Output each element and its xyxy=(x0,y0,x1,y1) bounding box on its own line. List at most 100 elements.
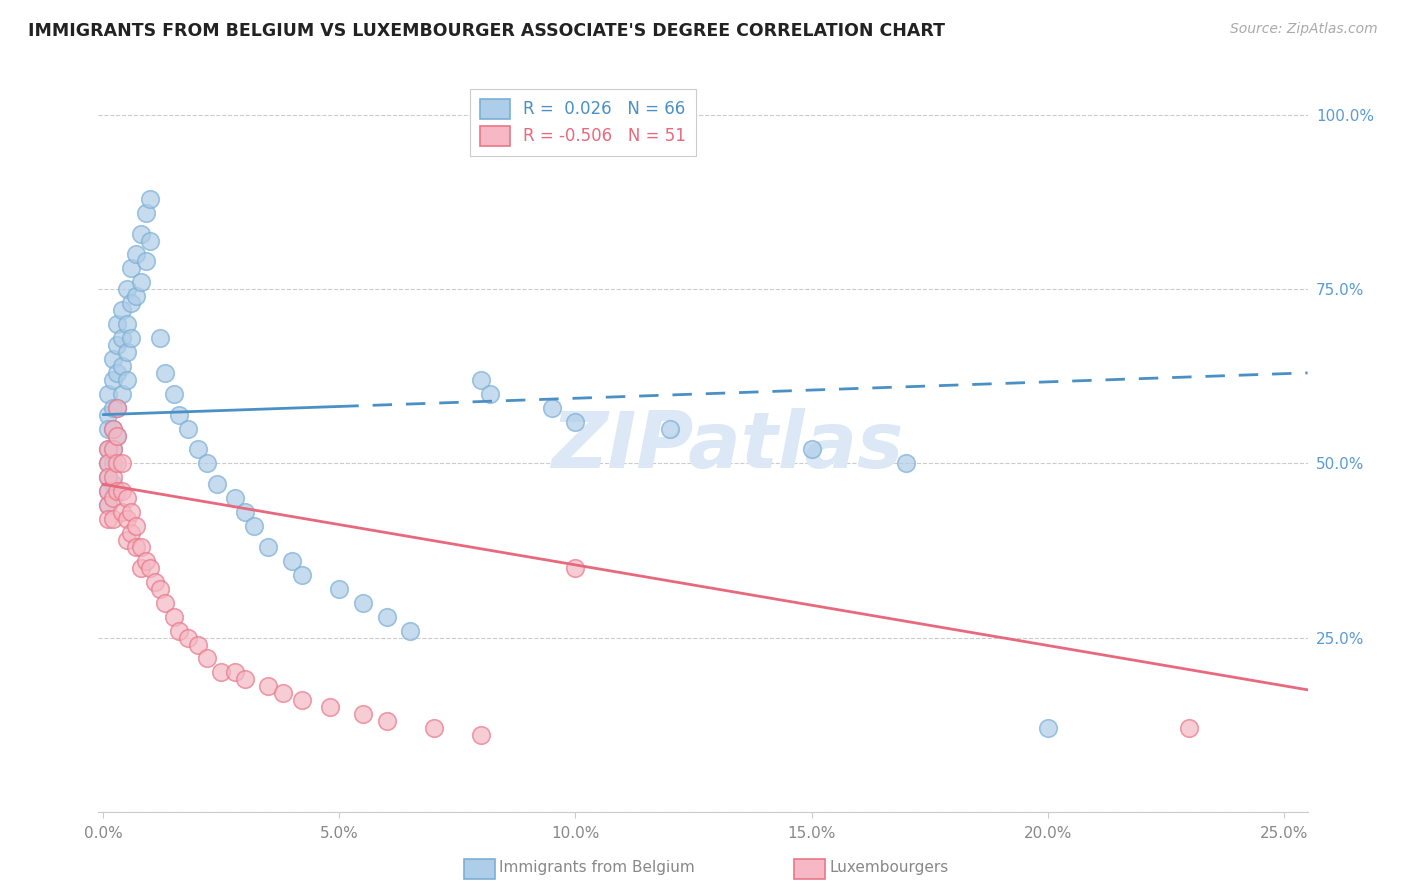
Point xyxy=(105,428,128,442)
Point xyxy=(375,714,398,728)
Text: Luxembourgers: Luxembourgers xyxy=(830,860,949,874)
Point xyxy=(281,554,304,568)
Point xyxy=(233,673,256,687)
Point xyxy=(101,442,124,457)
Point xyxy=(101,512,124,526)
Point xyxy=(658,421,681,435)
Point xyxy=(97,442,120,457)
Point xyxy=(423,721,446,735)
Point xyxy=(121,296,143,310)
Point xyxy=(129,275,152,289)
Point xyxy=(224,665,246,680)
Point xyxy=(101,401,124,415)
Point xyxy=(97,470,120,484)
Point xyxy=(540,401,562,415)
Point xyxy=(111,331,134,345)
Point xyxy=(257,679,280,693)
Point xyxy=(125,289,148,303)
Point xyxy=(564,415,586,429)
Point xyxy=(115,345,138,359)
Point xyxy=(187,442,209,457)
Point xyxy=(115,533,138,547)
Point xyxy=(290,567,312,582)
Point xyxy=(233,505,256,519)
Point xyxy=(115,317,138,331)
Point xyxy=(105,366,128,380)
Point xyxy=(97,408,120,422)
Point xyxy=(121,331,143,345)
Point xyxy=(101,442,124,457)
Point xyxy=(894,457,917,471)
Point xyxy=(399,624,422,638)
Point xyxy=(129,227,152,241)
Point xyxy=(105,401,128,415)
Point xyxy=(121,526,143,541)
Point xyxy=(97,470,120,484)
Point xyxy=(135,554,157,568)
Point xyxy=(271,686,294,700)
Point xyxy=(111,359,134,373)
Point xyxy=(111,484,134,499)
Point xyxy=(101,421,124,435)
Point xyxy=(115,373,138,387)
Point xyxy=(101,457,124,471)
Point xyxy=(328,582,350,596)
Text: Immigrants from Belgium: Immigrants from Belgium xyxy=(499,860,695,874)
Point xyxy=(121,261,143,276)
Point xyxy=(97,457,120,471)
Point xyxy=(115,491,138,506)
Point xyxy=(97,421,120,435)
Point xyxy=(135,254,157,268)
Point xyxy=(143,574,166,589)
Point xyxy=(111,457,134,471)
Point xyxy=(105,401,128,415)
Point xyxy=(101,351,124,366)
Point xyxy=(129,561,152,575)
Point xyxy=(139,192,162,206)
Point xyxy=(167,624,190,638)
Text: IMMIGRANTS FROM BELGIUM VS LUXEMBOURGER ASSOCIATE'S DEGREE CORRELATION CHART: IMMIGRANTS FROM BELGIUM VS LUXEMBOURGER … xyxy=(28,22,945,40)
Point xyxy=(97,484,120,499)
Point xyxy=(375,609,398,624)
Point xyxy=(111,303,134,318)
Point xyxy=(129,540,152,554)
Point xyxy=(101,373,124,387)
Point xyxy=(125,247,148,261)
Point xyxy=(97,457,120,471)
Point xyxy=(105,338,128,352)
Point xyxy=(115,512,138,526)
Point xyxy=(139,561,162,575)
Point xyxy=(177,631,200,645)
Point xyxy=(111,505,134,519)
Point xyxy=(105,457,128,471)
Point xyxy=(352,596,374,610)
Point xyxy=(101,470,124,484)
Text: Source: ZipAtlas.com: Source: ZipAtlas.com xyxy=(1230,22,1378,37)
Point xyxy=(101,421,124,435)
Point xyxy=(153,596,176,610)
Point xyxy=(105,317,128,331)
Point xyxy=(111,386,134,401)
Point xyxy=(352,707,374,722)
Point xyxy=(125,540,148,554)
Point xyxy=(105,484,128,499)
Point xyxy=(209,665,232,680)
Point xyxy=(1178,721,1201,735)
Point xyxy=(205,477,228,491)
Point xyxy=(195,651,218,665)
Point xyxy=(1036,721,1059,735)
Point xyxy=(564,561,586,575)
Point xyxy=(187,638,209,652)
Point xyxy=(153,366,176,380)
Point xyxy=(167,408,190,422)
Point xyxy=(470,728,492,742)
Text: ZIPatlas: ZIPatlas xyxy=(551,408,903,484)
Point xyxy=(135,205,157,219)
Point xyxy=(177,421,200,435)
Point xyxy=(97,484,120,499)
Point xyxy=(257,540,280,554)
Point xyxy=(101,491,124,506)
Point xyxy=(163,609,186,624)
Point xyxy=(319,700,342,714)
Point xyxy=(97,386,120,401)
